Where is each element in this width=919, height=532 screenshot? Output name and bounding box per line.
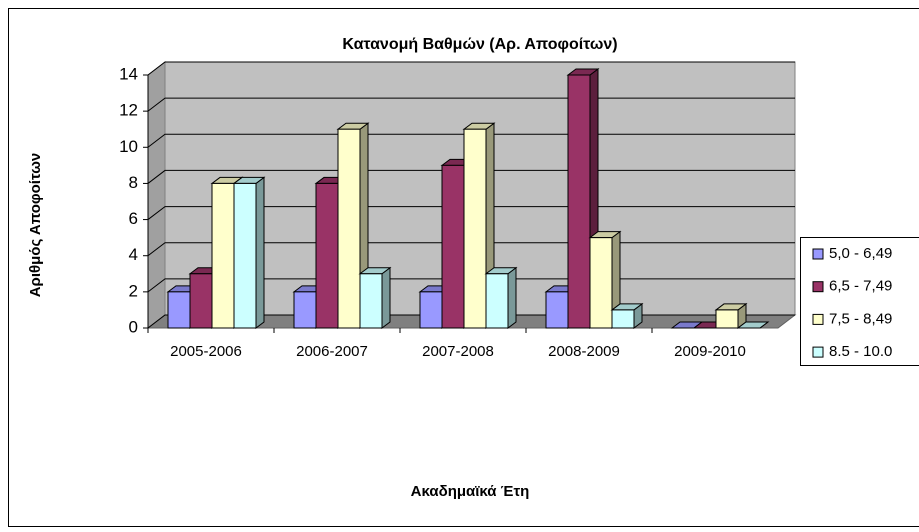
legend-swatch — [812, 248, 824, 260]
bar-front — [463, 128, 487, 329]
y-tick-label: 4 — [129, 245, 138, 264]
bar-front — [359, 273, 383, 329]
bar — [484, 266, 518, 329]
bar — [736, 321, 770, 329]
y-tick-label: 2 — [129, 281, 138, 300]
y-axis-label: Αριθμός Αποφοίτων — [27, 153, 44, 298]
y-tick-label: 0 — [129, 317, 138, 336]
bars — [166, 68, 770, 329]
x-tick-label: 2007-2008 — [422, 343, 494, 360]
bar-front — [441, 164, 465, 329]
bar-front — [545, 291, 569, 329]
bar — [358, 266, 392, 329]
bar-front — [419, 291, 443, 329]
grid-line — [147, 61, 795, 76]
x-tick-label: 2005-2006 — [170, 343, 242, 360]
bar-front — [611, 309, 635, 329]
bar-front — [167, 291, 191, 329]
y-tick-label: 8 — [129, 173, 138, 192]
bar — [610, 302, 644, 329]
bar-front — [233, 182, 257, 329]
bar-front — [567, 74, 591, 329]
bar-front — [589, 237, 613, 329]
bar-side — [255, 176, 265, 329]
legend-swatch — [812, 346, 824, 358]
y-tick-label: 6 — [129, 209, 138, 228]
bar-front — [293, 291, 317, 329]
x-tick-label: 2008-2009 — [548, 343, 620, 360]
legend-swatch — [812, 313, 824, 325]
y-tick-label: 10 — [119, 137, 138, 156]
bar — [714, 302, 748, 329]
bar-front — [337, 128, 361, 329]
legend-label: 7,5 - 8,49 — [829, 310, 892, 327]
y-tick-label: 12 — [119, 101, 138, 120]
bar — [232, 176, 266, 329]
y-tick-label: 14 — [119, 64, 138, 83]
x-tick-label: 2006-2007 — [296, 343, 368, 360]
x-axis-label: Ακαδημαϊκά Έτη — [411, 483, 530, 500]
legend-label: 5,0 - 6,49 — [829, 245, 892, 262]
legend-label: 8.5 - 10.0 — [829, 343, 892, 360]
bar-front — [715, 309, 739, 329]
x-tick-label: 2009-2010 — [674, 343, 746, 360]
bar-front — [315, 182, 339, 329]
bar-front — [211, 182, 235, 329]
bar-side — [507, 266, 517, 329]
legend: 5,0 - 6,49 6,5 - 7,49 7,5 - 8,49 8.5 - 10.0 — [812, 245, 892, 360]
bar-front — [485, 273, 509, 329]
bar-side — [381, 266, 391, 329]
legend-label: 6,5 - 7,49 — [829, 278, 892, 295]
bar — [588, 230, 622, 329]
chart-title: Κατανομή Βαθμών (Αρ. Αποφοίτων) — [342, 36, 617, 53]
bar-top — [736, 321, 770, 329]
bar-front — [189, 273, 213, 329]
legend-swatch — [812, 281, 824, 293]
side-wall — [147, 60, 166, 330]
